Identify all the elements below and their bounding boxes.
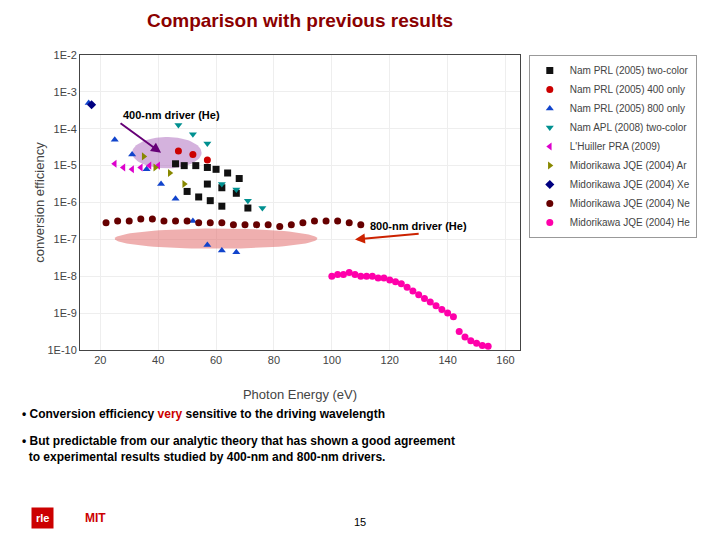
svg-text:1E-10: 1E-10: [47, 344, 76, 356]
svg-text:80: 80: [268, 354, 280, 366]
svg-text:1E-2: 1E-2: [54, 49, 77, 61]
svg-text:120: 120: [381, 354, 399, 366]
svg-text:20: 20: [94, 354, 106, 366]
svg-text:Nam PRL (2005) two-color: Nam PRL (2005) two-color: [570, 65, 689, 76]
svg-text:L'Huiller PRA (2009): L'Huiller PRA (2009): [570, 141, 660, 152]
svg-text:140: 140: [438, 354, 456, 366]
svg-text:100: 100: [323, 354, 341, 366]
svg-text:MIT: MIT: [85, 511, 106, 525]
svg-text:Midorikawa JQE (2004) Ne: Midorikawa JQE (2004) Ne: [570, 198, 690, 209]
svg-text:• Conversion efficiency very s: • Conversion efficiency very sensitive t…: [22, 407, 385, 421]
svg-text:Midorikawa JQE (2004) Xe: Midorikawa JQE (2004) Xe: [570, 179, 690, 190]
svg-text:1E-3: 1E-3: [54, 86, 77, 98]
svg-text:• But predictable from our ana: • But predictable from our analytic theo…: [22, 434, 455, 464]
svg-text:Comparison with previous resul: Comparison with previous results: [147, 10, 453, 31]
svg-text:Nam APL (2008) two-color: Nam APL (2008) two-color: [570, 122, 688, 133]
svg-text:1E-4: 1E-4: [54, 123, 77, 135]
svg-text:1E-9: 1E-9: [54, 307, 77, 319]
svg-text:conversion efficiency: conversion efficiency: [32, 142, 47, 263]
svg-text:1E-7: 1E-7: [54, 233, 77, 245]
svg-text:160: 160: [496, 354, 514, 366]
svg-text:15: 15: [354, 516, 366, 528]
svg-text:60: 60: [210, 354, 222, 366]
svg-text:1E-8: 1E-8: [54, 270, 77, 282]
svg-text:Midorikawa JQE (2004) He: Midorikawa JQE (2004) He: [570, 217, 690, 228]
svg-text:800-nm driver (He): 800-nm driver (He): [370, 220, 467, 232]
svg-text:400-nm driver (He): 400-nm driver (He): [123, 109, 220, 121]
svg-text:Photon Energy (eV): Photon Energy (eV): [243, 387, 357, 402]
svg-text:rle: rle: [36, 512, 49, 524]
svg-text:Midorikawa JQE (2004) Ar: Midorikawa JQE (2004) Ar: [570, 160, 687, 171]
svg-text:Nam PRL (2005) 400 only: Nam PRL (2005) 400 only: [570, 84, 685, 95]
svg-text:40: 40: [152, 354, 164, 366]
svg-text:1E-5: 1E-5: [54, 159, 77, 171]
svg-text:Nam PRL (2005) 800 only: Nam PRL (2005) 800 only: [570, 103, 685, 114]
svg-text:1E-6: 1E-6: [54, 196, 77, 208]
